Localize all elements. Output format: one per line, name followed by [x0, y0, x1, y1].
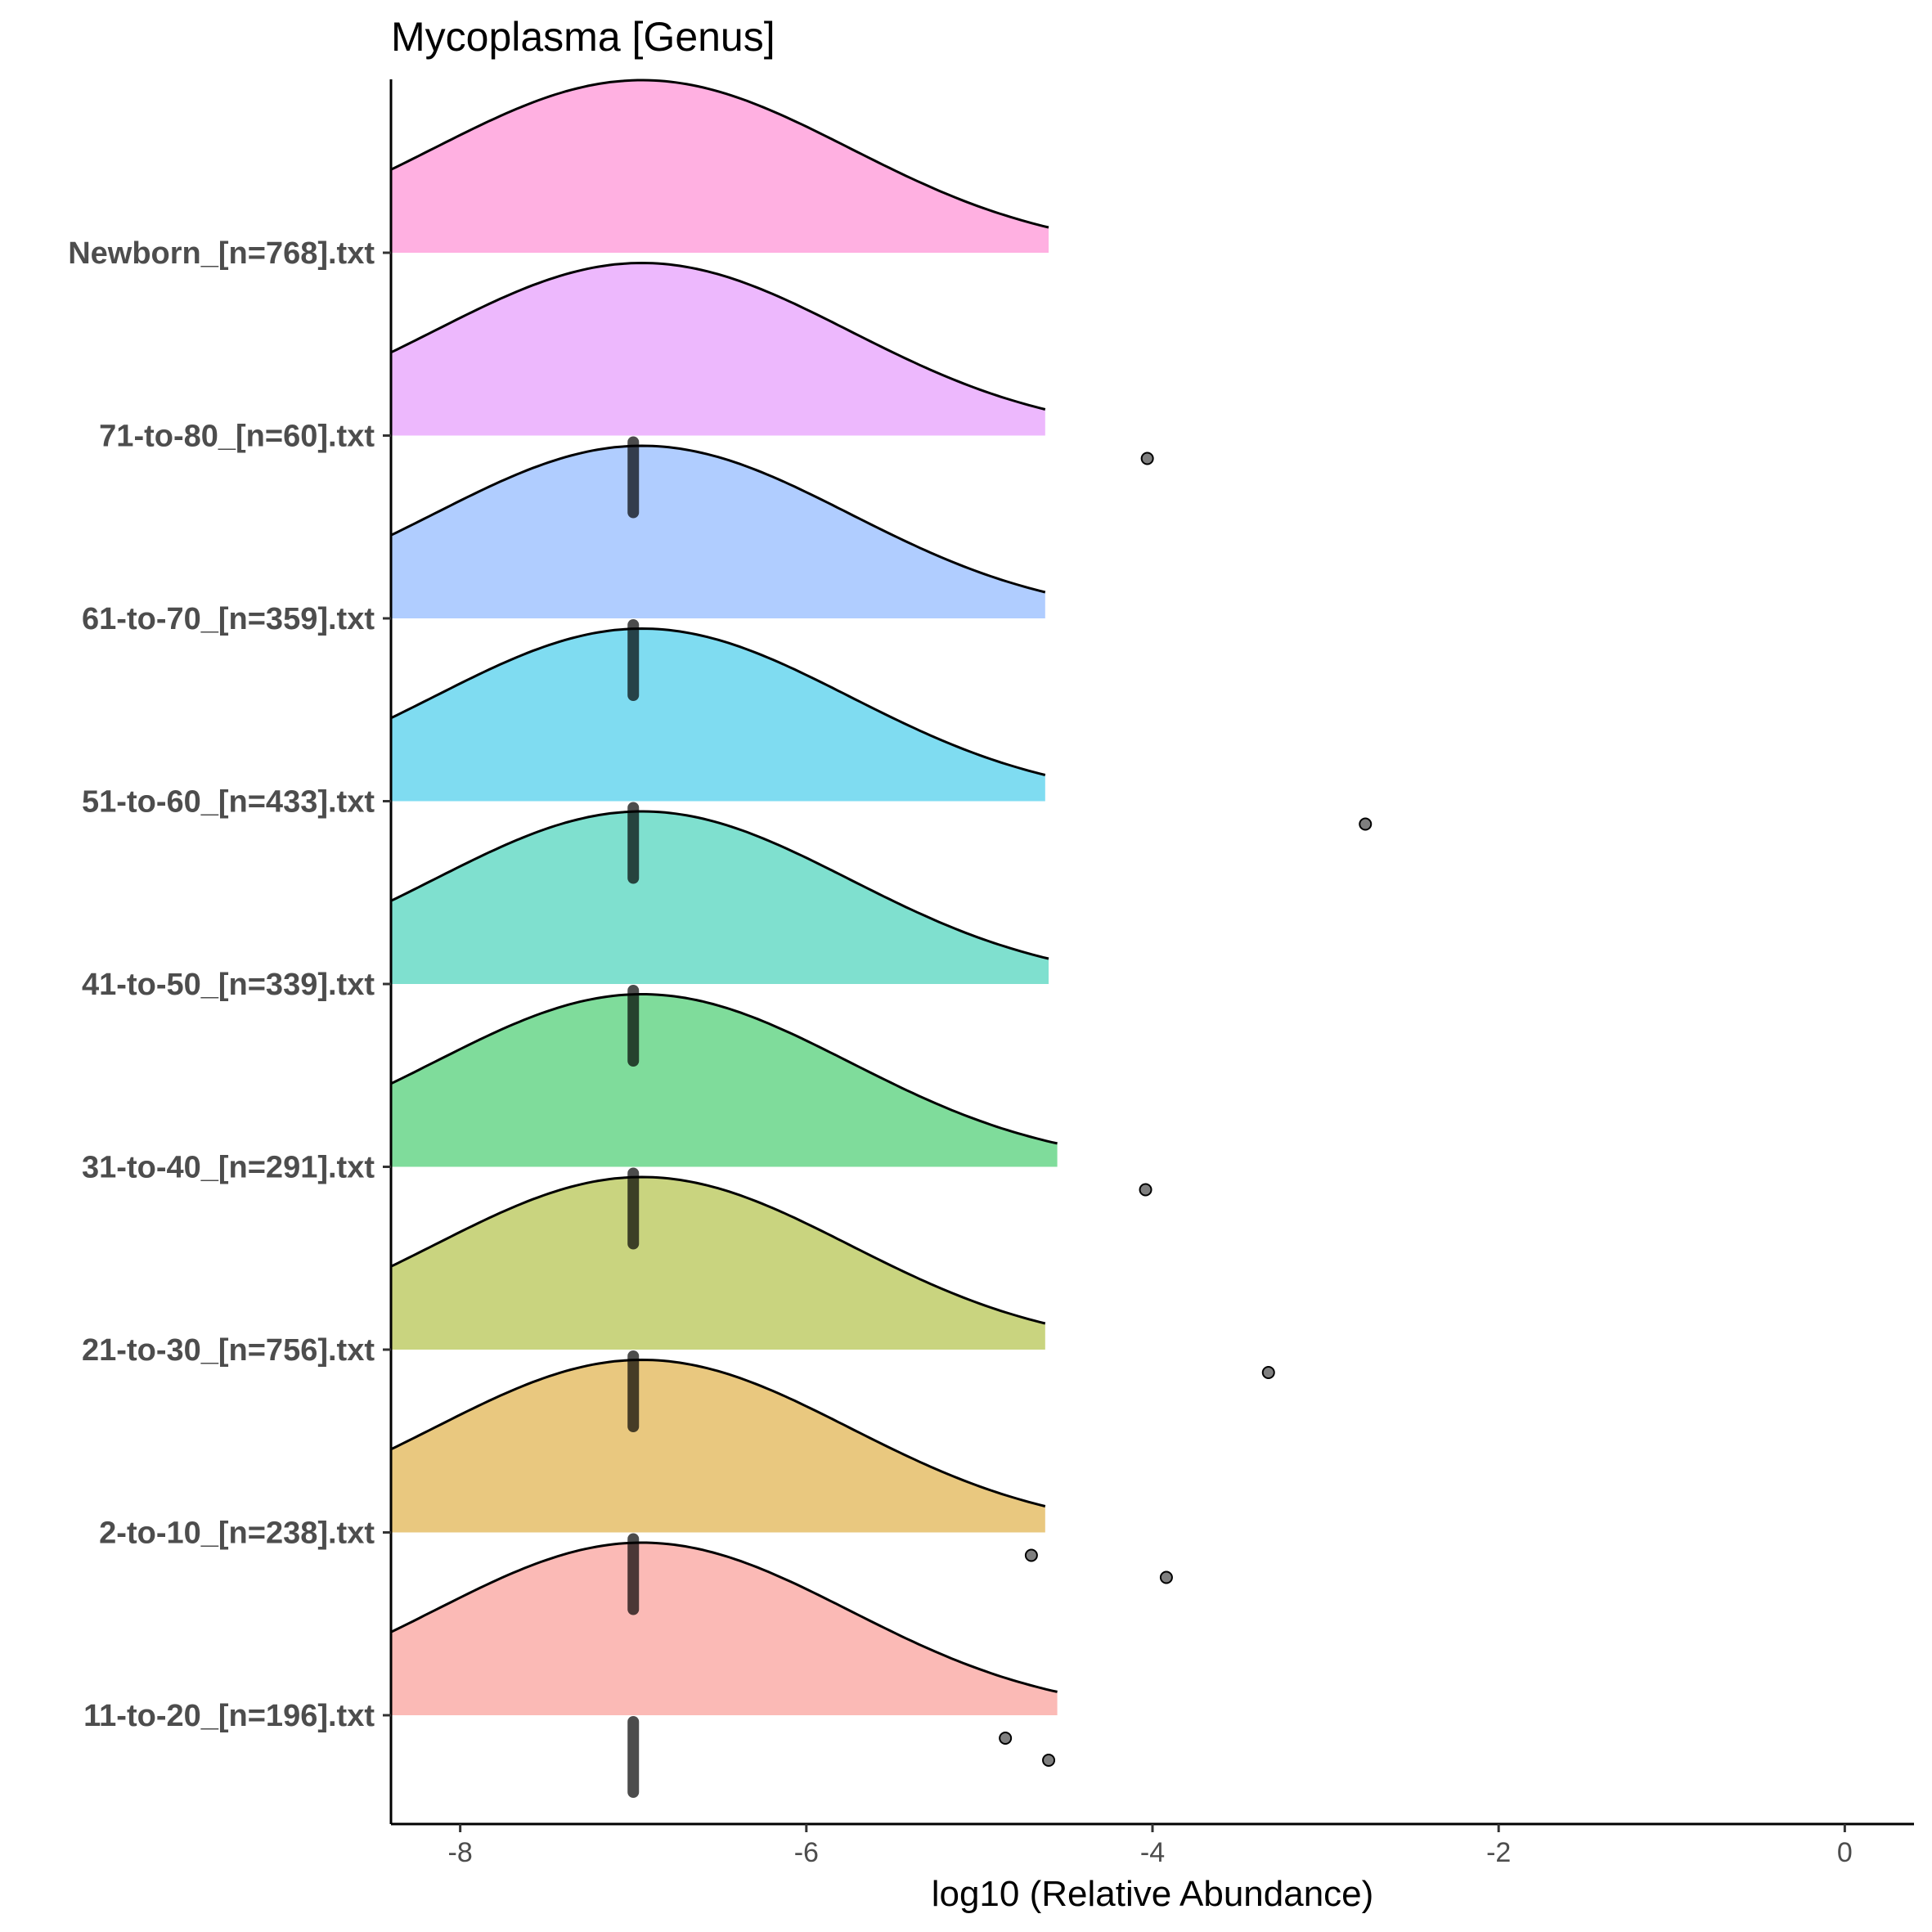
series-0-outlier-point [999, 1732, 1013, 1745]
ridge-1-outline [390, 1358, 1046, 1507]
ridge-1-fill [391, 1359, 1045, 1533]
ridge-0-fill [391, 1543, 1058, 1715]
x-ticks-layer: -8 -6 -4 -2 0 [448, 1824, 1853, 1868]
series-7-outlier-point [1140, 452, 1154, 465]
ridge-5-outline [390, 627, 1046, 776]
y-tick-label: 11-to-20_[n=196].txt [83, 1699, 375, 1733]
y-tick-label: 21-to-30_[n=756].txt [82, 1333, 375, 1368]
ridge-8-outline [390, 79, 1049, 229]
y-tick-label: 2-to-10_[n=238].txt [99, 1516, 375, 1551]
ridge-7-fill [391, 263, 1045, 436]
series-2-outlier-point [1261, 1366, 1275, 1379]
ridge-3-outline [390, 993, 1058, 1145]
x-tick-label: -2 [1486, 1837, 1511, 1868]
ridge-2-outline [390, 1175, 1046, 1325]
series-5-outlier-point [1359, 817, 1373, 831]
ridges-layer [390, 79, 1373, 1798]
y-tick-label: 51-to-60_[n=433].txt [82, 785, 375, 820]
ridge-0-outline [390, 1541, 1058, 1693]
ridge-2-fill [391, 1177, 1045, 1350]
ridge-8-fill [391, 80, 1049, 253]
x-axis-label: log10 (Relative Abundance) [932, 1874, 1374, 1914]
y-tick-label: 31-to-40_[n=291].txt [82, 1151, 375, 1185]
y-ticks-layer: 11-to-20_[n=196].txt 2-to-10_[n=238].txt 2… [68, 236, 391, 1733]
series-1-outlier-point [1159, 1570, 1173, 1584]
series-1-outlier-point [1024, 1548, 1038, 1562]
x-tick-label: 0 [1837, 1837, 1853, 1868]
ridge-7-outline [390, 261, 1046, 411]
ridge-5-fill [391, 628, 1045, 802]
x-tick-label: -6 [794, 1837, 819, 1868]
ridge-6-fill [391, 446, 1045, 618]
chart-title: Mycoplasma [Genus] [391, 14, 775, 60]
y-tick-label: 61-to-70_[n=359].txt [82, 602, 375, 636]
ridge-4-fill [391, 811, 1049, 984]
ridge-4-outline [390, 810, 1049, 960]
series-3-outlier-point [1139, 1183, 1152, 1197]
series-0-outlier-point [1042, 1754, 1056, 1767]
ridge-6-outline [390, 444, 1046, 594]
y-tick-label: 71-to-80_[n=60].txt [99, 420, 375, 454]
x-tick-label: -4 [1140, 1837, 1165, 1868]
y-tick-label: Newborn_[n=768].txt [68, 236, 375, 271]
y-tick-label: 41-to-50_[n=339].txt [82, 968, 375, 1002]
ridge-3-fill [391, 994, 1058, 1167]
x-tick-label: -8 [448, 1837, 473, 1868]
